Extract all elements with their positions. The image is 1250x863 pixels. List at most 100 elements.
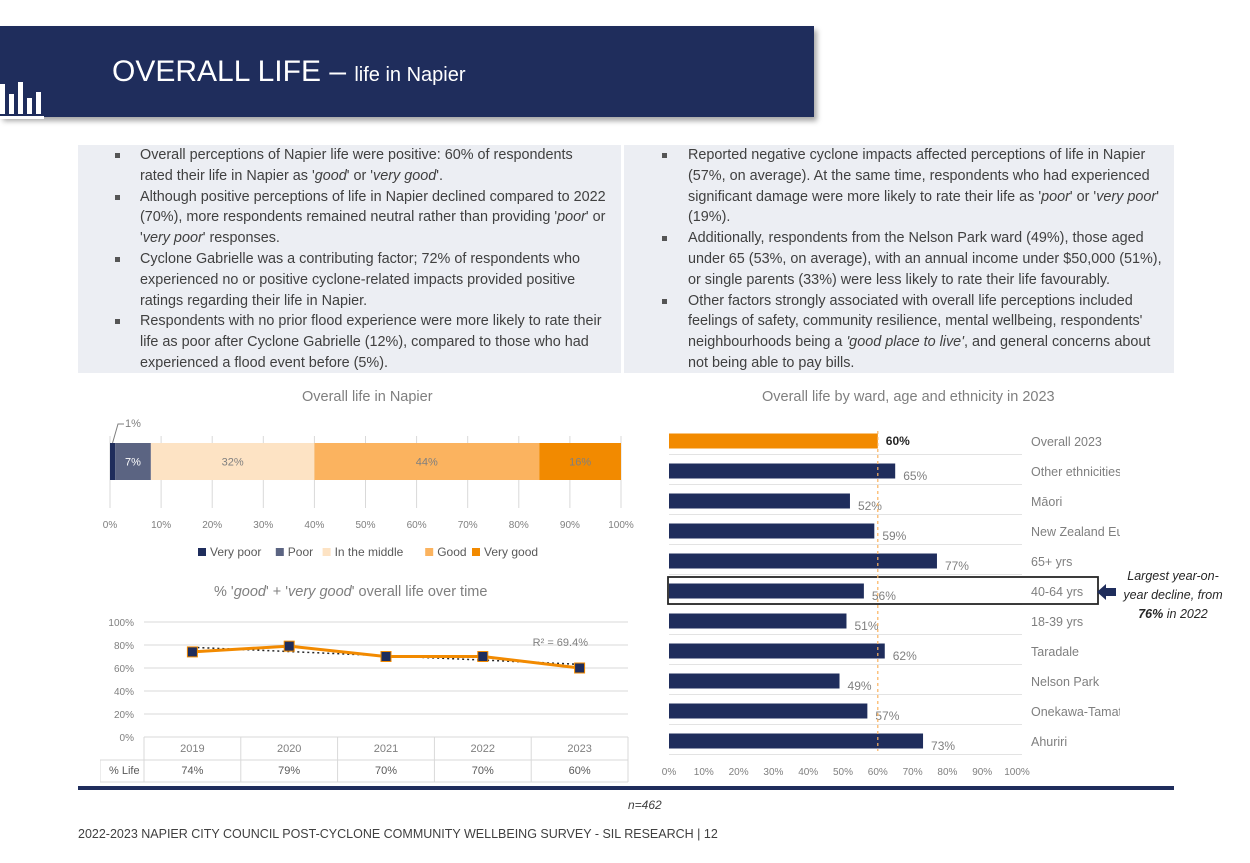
- legend-swatch: [275, 548, 284, 556]
- callout-text-post: in 2022: [1163, 607, 1208, 621]
- x-tick-label: 20%: [729, 767, 749, 778]
- bullet-text: ' or ': [346, 167, 374, 184]
- bar: [669, 433, 878, 449]
- bar: [669, 523, 875, 539]
- page-title: OVERALL LIFE – life in Napier: [112, 55, 466, 89]
- legend-label: Very poor: [210, 545, 261, 559]
- bullet-text: poor: [557, 209, 586, 226]
- ward-age-ethnicity-chart: 0% 10% 20% 30% 40% 50% 60% 70% 80% 90% 100% 60% Over…: [662, 431, 1120, 778]
- stacked-segment: [314, 443, 540, 480]
- x-tick-label: 40%: [798, 767, 818, 778]
- stacked-segment: [115, 443, 151, 480]
- table-value: 60%: [569, 765, 591, 777]
- stacked-segment: [150, 443, 315, 480]
- trend-title-mid: ' + ': [265, 584, 289, 600]
- y-tick-label: 20%: [114, 710, 134, 721]
- left-bullet: Overall perceptions of Napier life were …: [78, 145, 621, 187]
- data-point: [380, 651, 392, 662]
- title-separator: –: [320, 55, 355, 88]
- bullet-text: Overall perceptions of Napier life were …: [140, 147, 573, 184]
- x-tick-label: 60%: [868, 767, 888, 778]
- callout-text-pre: Largest year-on-year decline, from: [1123, 569, 1223, 602]
- y-tick-label: 60%: [114, 664, 134, 675]
- callout-note: Largest year-on-year decline, from 76% i…: [1117, 567, 1229, 624]
- data-label: 57%: [875, 709, 899, 723]
- x-tick-label: 0%: [662, 767, 677, 778]
- data-label: 7%: [125, 457, 141, 469]
- trend-title-vgood: very good: [288, 584, 352, 600]
- table-value: 79%: [278, 765, 300, 777]
- x-category-label: 2020: [277, 743, 301, 755]
- data-label: 32%: [222, 457, 244, 469]
- bullet-text: Cyclone Gabrielle was a contributing fac…: [140, 250, 580, 309]
- legend-label: Very good: [484, 545, 538, 559]
- title-text: OVERALL LIFE: [112, 55, 321, 88]
- category-label: Māori: [1031, 495, 1062, 509]
- legend-swatch: [425, 548, 434, 556]
- data-label: 77%: [945, 559, 969, 573]
- data-label: 65%: [903, 469, 927, 483]
- y-tick-label: 100%: [108, 618, 134, 629]
- bullet-text: Other factors strongly associated with o…: [688, 292, 1143, 351]
- x-tick-label: 90%: [972, 767, 992, 778]
- findings-left-box: Overall perceptions of Napier life were …: [78, 145, 621, 373]
- legend-label: Good: [437, 545, 466, 559]
- bullet-text: Additionally, respondents from the Nelso…: [688, 230, 1162, 288]
- bullet-text: 'good place to live': [846, 334, 964, 351]
- right-bullet: Reported negative cyclone impacts affect…: [624, 145, 1174, 228]
- category-label: New Zealand European: [1031, 525, 1120, 539]
- x-tick-label: 70%: [903, 767, 923, 778]
- overall-life-stacked-chart: 0% 10% 20% 30% 40% 50% 60% 70% 80% 90% 100% 1% 7% 32%…: [103, 418, 634, 559]
- bar: [669, 583, 864, 599]
- x-tick-label: 50%: [355, 520, 375, 531]
- x-tick-label: 30%: [253, 520, 273, 531]
- x-tick-label: 90%: [560, 520, 580, 531]
- bullet-text: , and general concerns about not being a…: [688, 334, 1151, 371]
- legend-swatch: [322, 548, 331, 556]
- x-tick-label: 100%: [608, 520, 634, 531]
- x-tick-label: 100%: [1004, 767, 1030, 778]
- data-label: 73%: [931, 739, 955, 753]
- data-label: 56%: [872, 589, 896, 603]
- trend-title-post: ' overall life over time: [351, 584, 488, 600]
- bar: [669, 703, 868, 719]
- x-category-label: 2021: [374, 743, 398, 755]
- data-label: 1%: [125, 418, 141, 430]
- y-tick-label: 80%: [114, 641, 134, 652]
- data-label: 52%: [858, 499, 882, 513]
- legend-label: In the middle: [335, 545, 404, 559]
- bullet-text: Respondents with no prior flood experien…: [140, 313, 602, 371]
- trend-chart-title: % 'good' + 'very good' overall life over…: [214, 584, 487, 600]
- category-label: 18-39 yrs: [1031, 615, 1083, 629]
- category-label: Other ethnicities: [1031, 465, 1120, 479]
- category-label: 40-64 yrs: [1031, 585, 1083, 599]
- findings-left-list: Overall perceptions of Napier life were …: [78, 145, 621, 374]
- legend-swatch: [472, 548, 480, 556]
- y-tick-label: 0%: [120, 733, 135, 744]
- stacked-segment: [110, 443, 116, 480]
- x-tick-label: 80%: [509, 520, 529, 531]
- trend-title-good: good: [233, 584, 266, 600]
- overall-life-trend-chart: 0% 20% 40% 60% 80% 100% R² = 69.4% 2019 74% 2020 7…: [100, 618, 629, 783]
- left-bullet: Respondents with no prior flood experien…: [78, 311, 621, 373]
- x-tick-label: 20%: [202, 520, 222, 531]
- data-point: [574, 662, 586, 674]
- bullet-text: poor: [1041, 188, 1070, 205]
- bullet-text: very good: [373, 167, 437, 184]
- x-tick-label: 30%: [763, 767, 783, 778]
- data-point: [477, 651, 489, 662]
- x-category-label: 2019: [180, 743, 204, 755]
- bullet-text: ' or ': [1069, 188, 1097, 205]
- bullet-text: good: [314, 167, 347, 184]
- findings-right-box: Reported negative cyclone impacts affect…: [624, 145, 1174, 373]
- y-tick-label: 40%: [114, 687, 134, 698]
- right-bullet: Additionally, respondents from the Nelso…: [624, 228, 1174, 290]
- category-label: Ahuriri: [1031, 735, 1067, 749]
- page-footer: 2022-2023 NAPIER CITY COUNCIL POST-CYCLO…: [78, 827, 718, 841]
- x-tick-label: 70%: [458, 520, 478, 531]
- bottom-divider: [78, 786, 1174, 790]
- category-label: 65+ yrs: [1031, 555, 1072, 569]
- title-subtitle: life in Napier: [354, 64, 466, 86]
- x-category-label: 2022: [471, 743, 495, 755]
- data-label: 62%: [893, 649, 917, 663]
